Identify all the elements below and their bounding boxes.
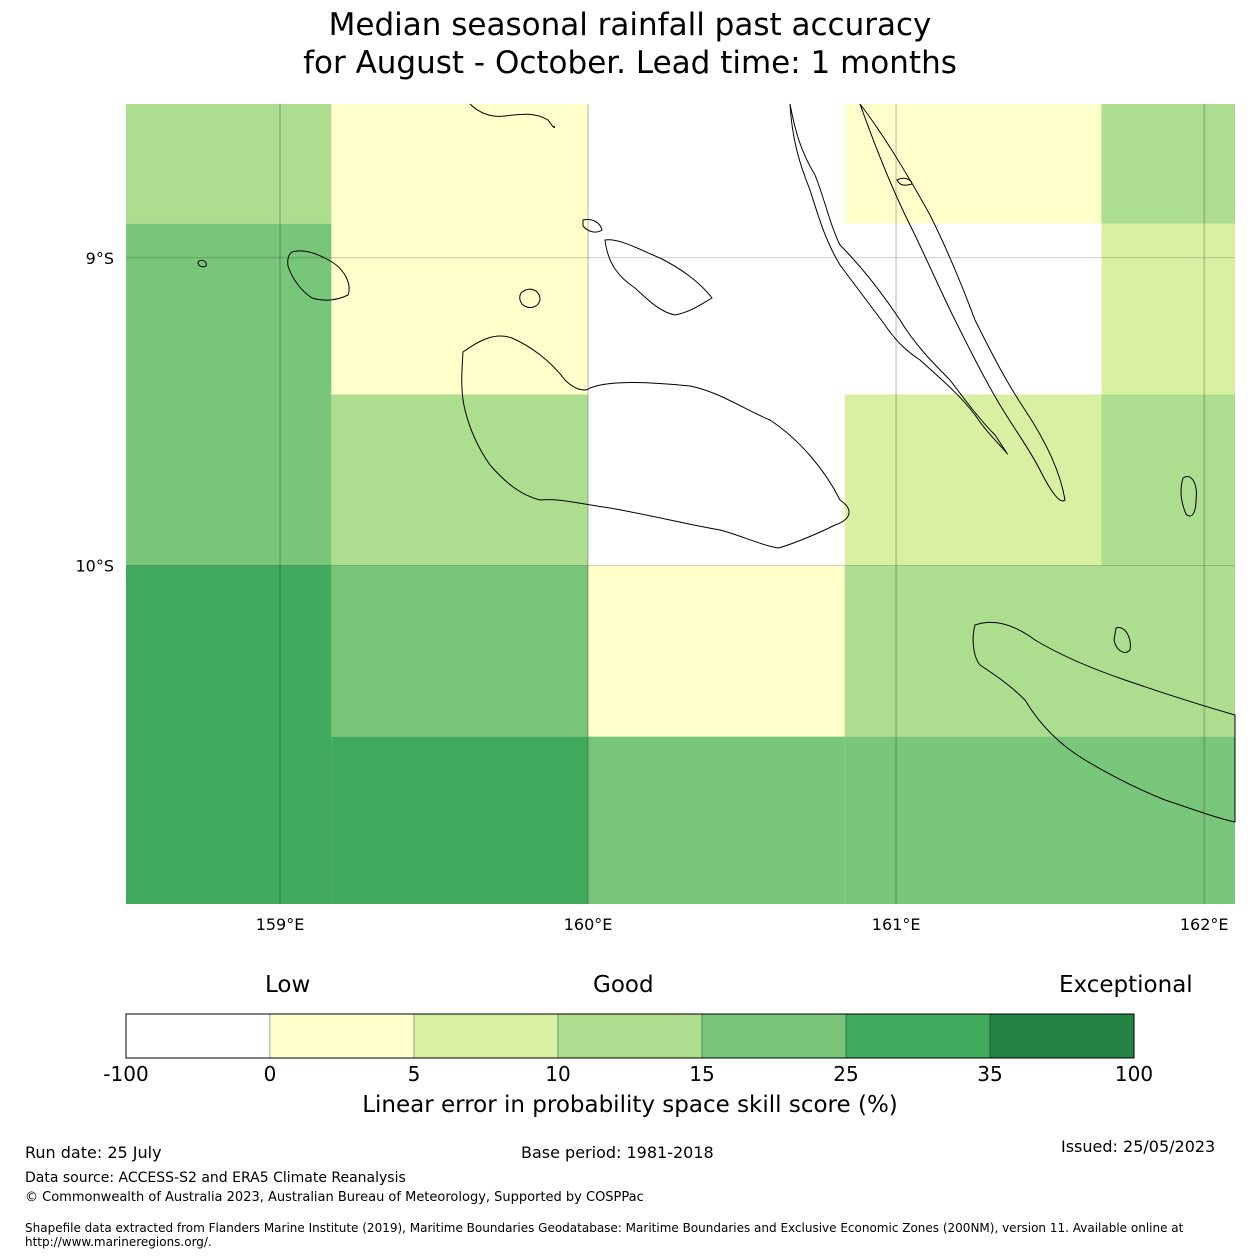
grid-cell-15 — [1101, 104, 1235, 224]
grid-cell-14 — [844, 736, 1102, 904]
title-line-2: for August - October. Lead time: 1 month… — [303, 45, 957, 81]
grid-cell-7 — [588, 104, 845, 566]
coastlines — [197, 103, 1236, 823]
coastline-malaita-north — [859, 103, 1066, 502]
grid-cell-13 — [844, 565, 1102, 737]
grid-cell-3 — [331, 104, 589, 395]
grid-cell-12 — [844, 394, 1102, 566]
grid-cell-6 — [331, 736, 589, 904]
coastline-islet-e — [469, 103, 555, 129]
x-axis-ticks: 159°E 160°E 161°E 162°E — [256, 915, 1229, 934]
x-tick-label: 162°E — [1180, 915, 1229, 934]
x-tick-label: 161°E — [872, 915, 921, 934]
colorbar-swatch-0 — [125, 1013, 271, 1059]
copyright: © Commonwealth of Australia 2023, Austra… — [25, 1190, 644, 1205]
colorbar-border — [125, 1013, 1135, 1059]
base-period: Base period: 1981-2018 — [521, 1143, 714, 1162]
coastline-malaita — [789, 103, 1008, 455]
coastline-makira — [972, 621, 1236, 823]
colorbar-swatch-5 — [845, 1013, 991, 1059]
grid-cell-9 — [588, 736, 845, 904]
colorbar-tick-label: 100 — [1114, 1062, 1154, 1086]
grid-cell-2 — [126, 565, 332, 904]
colorbar-label-exceptional: Exceptional — [1059, 972, 1193, 998]
x-tick-label: 159°E — [256, 915, 305, 934]
grid-cell-8 — [588, 565, 845, 737]
colorbar-tick-label: 0 — [263, 1062, 277, 1086]
colorbar-label-low: Low — [265, 972, 311, 998]
shapefile-credit-line-2: http://www.marineregions.org/. — [25, 1235, 212, 1249]
x-tick-label: 160°E — [564, 915, 613, 934]
grid-cell-5 — [331, 565, 589, 737]
colorbar-swatch-1 — [269, 1013, 415, 1059]
colorbar-tick-label: 10 — [545, 1062, 571, 1086]
coastline-islet-c — [1113, 627, 1131, 653]
grid-cell-16 — [1101, 223, 1235, 395]
colorbar-label-good: Good — [593, 972, 654, 998]
colorbar-swatch-4 — [701, 1013, 847, 1059]
coastline-islet-a — [197, 259, 207, 268]
colorbar-tick-label: -100 — [103, 1062, 149, 1086]
skill-grid-cells — [126, 104, 1235, 904]
colorbar-swatch-3 — [557, 1013, 703, 1059]
y-tick-label: 10°S — [75, 557, 114, 576]
grid-cell-19 — [1101, 736, 1235, 904]
shapefile-credit-line-1: Shapefile data extracted from Flanders M… — [25, 1221, 1184, 1235]
coastline-guadalcanal — [461, 335, 850, 549]
coastline-ngella-top — [582, 219, 603, 233]
grid-cell-10 — [844, 104, 1102, 224]
colorbar-swatch-2 — [413, 1013, 559, 1059]
colorbar-swatch-6 — [989, 1013, 1135, 1059]
coastline-islet-b — [1180, 476, 1197, 517]
data-source: Data source: ACCESS-S2 and ERA5 Climate … — [25, 1170, 406, 1186]
y-tick-label: 9°S — [86, 249, 114, 268]
chart-title: Median seasonal rainfall past accuracy f… — [0, 6, 1260, 82]
coastline-islet-d — [896, 177, 913, 186]
issued-date: Issued: 25/05/2023 — [1061, 1137, 1216, 1156]
colorbar-tick-label: 5 — [407, 1062, 421, 1086]
shapefile-credit: Shapefile data extracted from Flanders M… — [25, 1221, 1245, 1249]
coastline-florida-islands — [604, 239, 713, 316]
graticule — [126, 104, 1235, 904]
coastline-russell-islands — [287, 250, 350, 301]
grid-cell-17 — [1101, 394, 1235, 566]
coastline-savo — [519, 288, 541, 308]
grid-cell-11 — [844, 223, 1102, 395]
grid-cell-0 — [126, 104, 332, 224]
colorbar-tick-label: 35 — [977, 1062, 1003, 1086]
grid-cell-4 — [331, 394, 589, 566]
title-line-1: Median seasonal rainfall past accuracy — [328, 7, 932, 43]
colorbar — [125, 1013, 1135, 1059]
run-date: Run date: 25 July — [25, 1143, 162, 1162]
y-axis-ticks: 9°S 10°S — [75, 249, 114, 576]
colorbar-tick-label: 25 — [833, 1062, 859, 1086]
colorbar-title: Linear error in probability space skill … — [362, 1092, 898, 1118]
colorbar-tick-label: 15 — [689, 1062, 715, 1086]
grid-cell-1 — [126, 223, 332, 566]
